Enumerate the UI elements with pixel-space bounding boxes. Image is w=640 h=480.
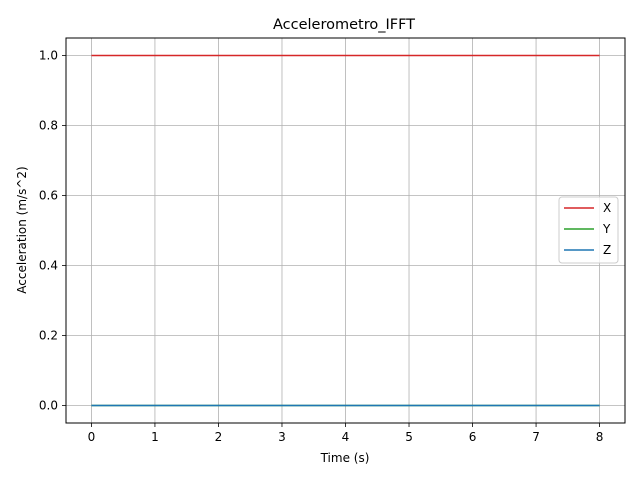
legend-label-x: X <box>603 201 611 215</box>
y-tick-label: 0.0 <box>39 399 58 413</box>
chart-title: Accelerometro_IFFT <box>273 17 415 33</box>
x-tick-label: 3 <box>278 430 286 444</box>
x-tick-label: 4 <box>342 430 350 444</box>
legend-label-z: Z <box>603 243 611 257</box>
x-tick-label: 2 <box>215 430 223 444</box>
y-tick-label: 1.0 <box>39 49 58 63</box>
x-tick-label: 8 <box>596 430 604 444</box>
grid-lines <box>66 38 625 423</box>
y-tick-label: 0.8 <box>39 119 58 133</box>
legend-box <box>558 196 619 264</box>
x-axis: 0 1 2 3 4 5 6 7 8 <box>88 423 604 444</box>
legend-label-y: Y <box>602 222 611 236</box>
x-tick-label: 5 <box>405 430 413 444</box>
x-tick-label: 0 <box>88 430 96 444</box>
legend: XYZ <box>558 196 619 264</box>
y-axis-title: Acceleration (m/s^2) <box>15 166 29 293</box>
y-tick-label: 0.4 <box>39 259 58 273</box>
y-tick-label: 0.6 <box>39 189 58 203</box>
y-tick-label: 0.2 <box>39 329 58 343</box>
x-axis-title: Time (s) <box>320 451 370 465</box>
y-axis: 0.0 0.2 0.4 0.6 0.8 1.0 <box>39 49 66 413</box>
x-tick-label: 1 <box>151 430 159 444</box>
series-lines <box>91 54 600 407</box>
x-tick-label: 6 <box>469 430 477 444</box>
x-tick-label: 7 <box>532 430 540 444</box>
